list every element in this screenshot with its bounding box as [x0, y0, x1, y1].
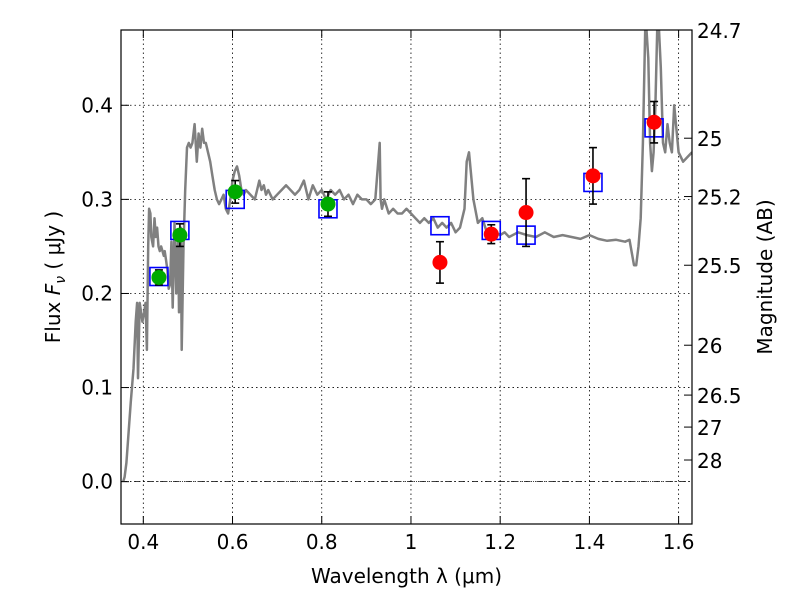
x-tick-label: 0.6 [217, 530, 249, 554]
right-tick-label: 24.7 [697, 19, 742, 43]
optical-photometry-point [172, 227, 188, 243]
plot-area [122, 30, 692, 483]
right-tick-label: 25 [697, 127, 722, 151]
right-tick-label: 26.5 [697, 384, 742, 408]
y-tick-label: 0.2 [81, 281, 113, 305]
right-tick-label: 28 [697, 449, 722, 473]
y-tick-label: 0.4 [81, 93, 113, 117]
x-tick-label: 1.6 [663, 530, 695, 554]
model-sed-line [122, 30, 692, 483]
x-tick-label: 0.8 [306, 530, 338, 554]
y-tick-label: 0.0 [81, 470, 113, 494]
nir-photometry-point [432, 254, 448, 270]
nir-photometry-point [646, 114, 662, 130]
plot-frame [120, 29, 693, 525]
optical-photometry-point [151, 269, 167, 285]
axis-ticks: 0.4 0.6 0.8 1 1.2 1.4 1.6 0.0 0.1 0.2 0.3 0.4 24.7 25… [81, 19, 741, 554]
y-tick-label: 0.3 [81, 187, 113, 211]
right-tick-label: 27 [697, 416, 722, 440]
x-tick-label: 1 [405, 530, 418, 554]
nir-photometry-point [483, 226, 499, 242]
model-photometry-square [430, 215, 450, 236]
grid-lines [121, 30, 692, 524]
right-tick-label: 26 [697, 334, 722, 358]
nir-photometry-point [585, 168, 601, 184]
x-axis-label: Wavelength λ (μm) [311, 564, 502, 588]
optical-photometry-point [320, 196, 336, 212]
y-tick-label: 0.1 [81, 376, 113, 400]
y-axis-label: Flux Fν ( μJy ) [41, 211, 69, 343]
x-tick-label: 0.4 [127, 530, 159, 554]
optical-photometry-point [227, 184, 243, 200]
x-tick-label: 1.2 [484, 530, 516, 554]
right-tick-label: 25.2 [697, 186, 742, 210]
x-tick-label: 1.4 [573, 530, 605, 554]
data-marks [149, 100, 664, 287]
nir-photometry-point [518, 205, 534, 221]
right-tick-label: 25.5 [697, 254, 742, 278]
right-axis-label: Magnitude (AB) [753, 199, 777, 354]
